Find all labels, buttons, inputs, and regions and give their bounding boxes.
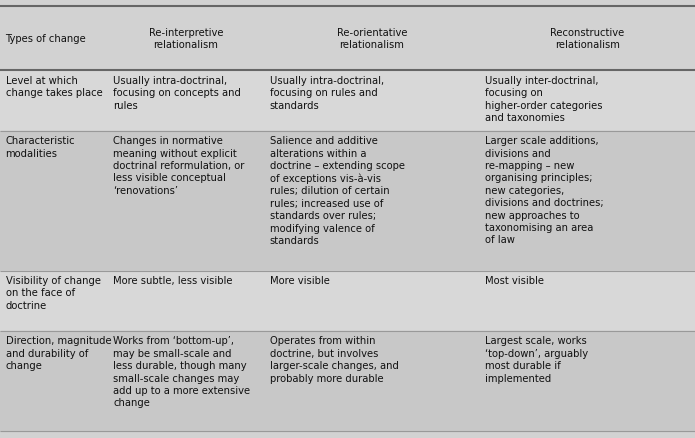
Text: Usually intra-doctrinal,
focusing on rules and
standards: Usually intra-doctrinal, focusing on rul… — [270, 76, 384, 110]
Text: Direction, magnitude
and durability of
change: Direction, magnitude and durability of c… — [6, 336, 111, 371]
Text: Types of change: Types of change — [6, 34, 86, 44]
Text: Usually inter-doctrinal,
focusing on
higher-order categories
and taxonomies: Usually inter-doctrinal, focusing on hig… — [485, 76, 603, 123]
Text: Salience and additive
alterations within a
doctrine – extending scope
of excepti: Salience and additive alterations within… — [270, 136, 404, 245]
Bar — [0, 271, 695, 331]
Text: Works from ‘bottom-up’,
may be small-scale and
less durable, though many
small-s: Works from ‘bottom-up’, may be small-sca… — [113, 336, 250, 407]
Text: Visibility of change
on the face of
doctrine: Visibility of change on the face of doct… — [6, 276, 101, 310]
Text: Largest scale, works
‘top-down’, arguably
most durable if
implemented: Largest scale, works ‘top-down’, arguabl… — [485, 336, 588, 383]
Text: Level at which
change takes place: Level at which change takes place — [6, 76, 102, 98]
Text: Most visible: Most visible — [485, 276, 544, 286]
Bar — [0, 7, 695, 71]
Bar — [0, 131, 695, 271]
Bar — [0, 331, 695, 431]
Text: Reconstructive
relationalism: Reconstructive relationalism — [550, 28, 624, 50]
Text: Characteristic
modalities: Characteristic modalities — [6, 136, 75, 158]
Text: Larger scale additions,
divisions and
re-mapping – new
organising principles;
ne: Larger scale additions, divisions and re… — [485, 136, 604, 245]
Text: Re-orientative
relationalism: Re-orientative relationalism — [336, 28, 407, 50]
Text: More subtle, less visible: More subtle, less visible — [113, 276, 233, 286]
Text: Usually intra-doctrinal,
focusing on concepts and
rules: Usually intra-doctrinal, focusing on con… — [113, 76, 241, 110]
Bar — [0, 71, 695, 131]
Text: Operates from within
doctrine, but involves
larger-scale changes, and
probably m: Operates from within doctrine, but invol… — [270, 336, 398, 383]
Text: Changes in normative
meaning without explicit
doctrinal reformulation, or
less v: Changes in normative meaning without exp… — [113, 136, 245, 195]
Text: Re-interpretive
relationalism: Re-interpretive relationalism — [149, 28, 223, 50]
Text: More visible: More visible — [270, 276, 329, 286]
